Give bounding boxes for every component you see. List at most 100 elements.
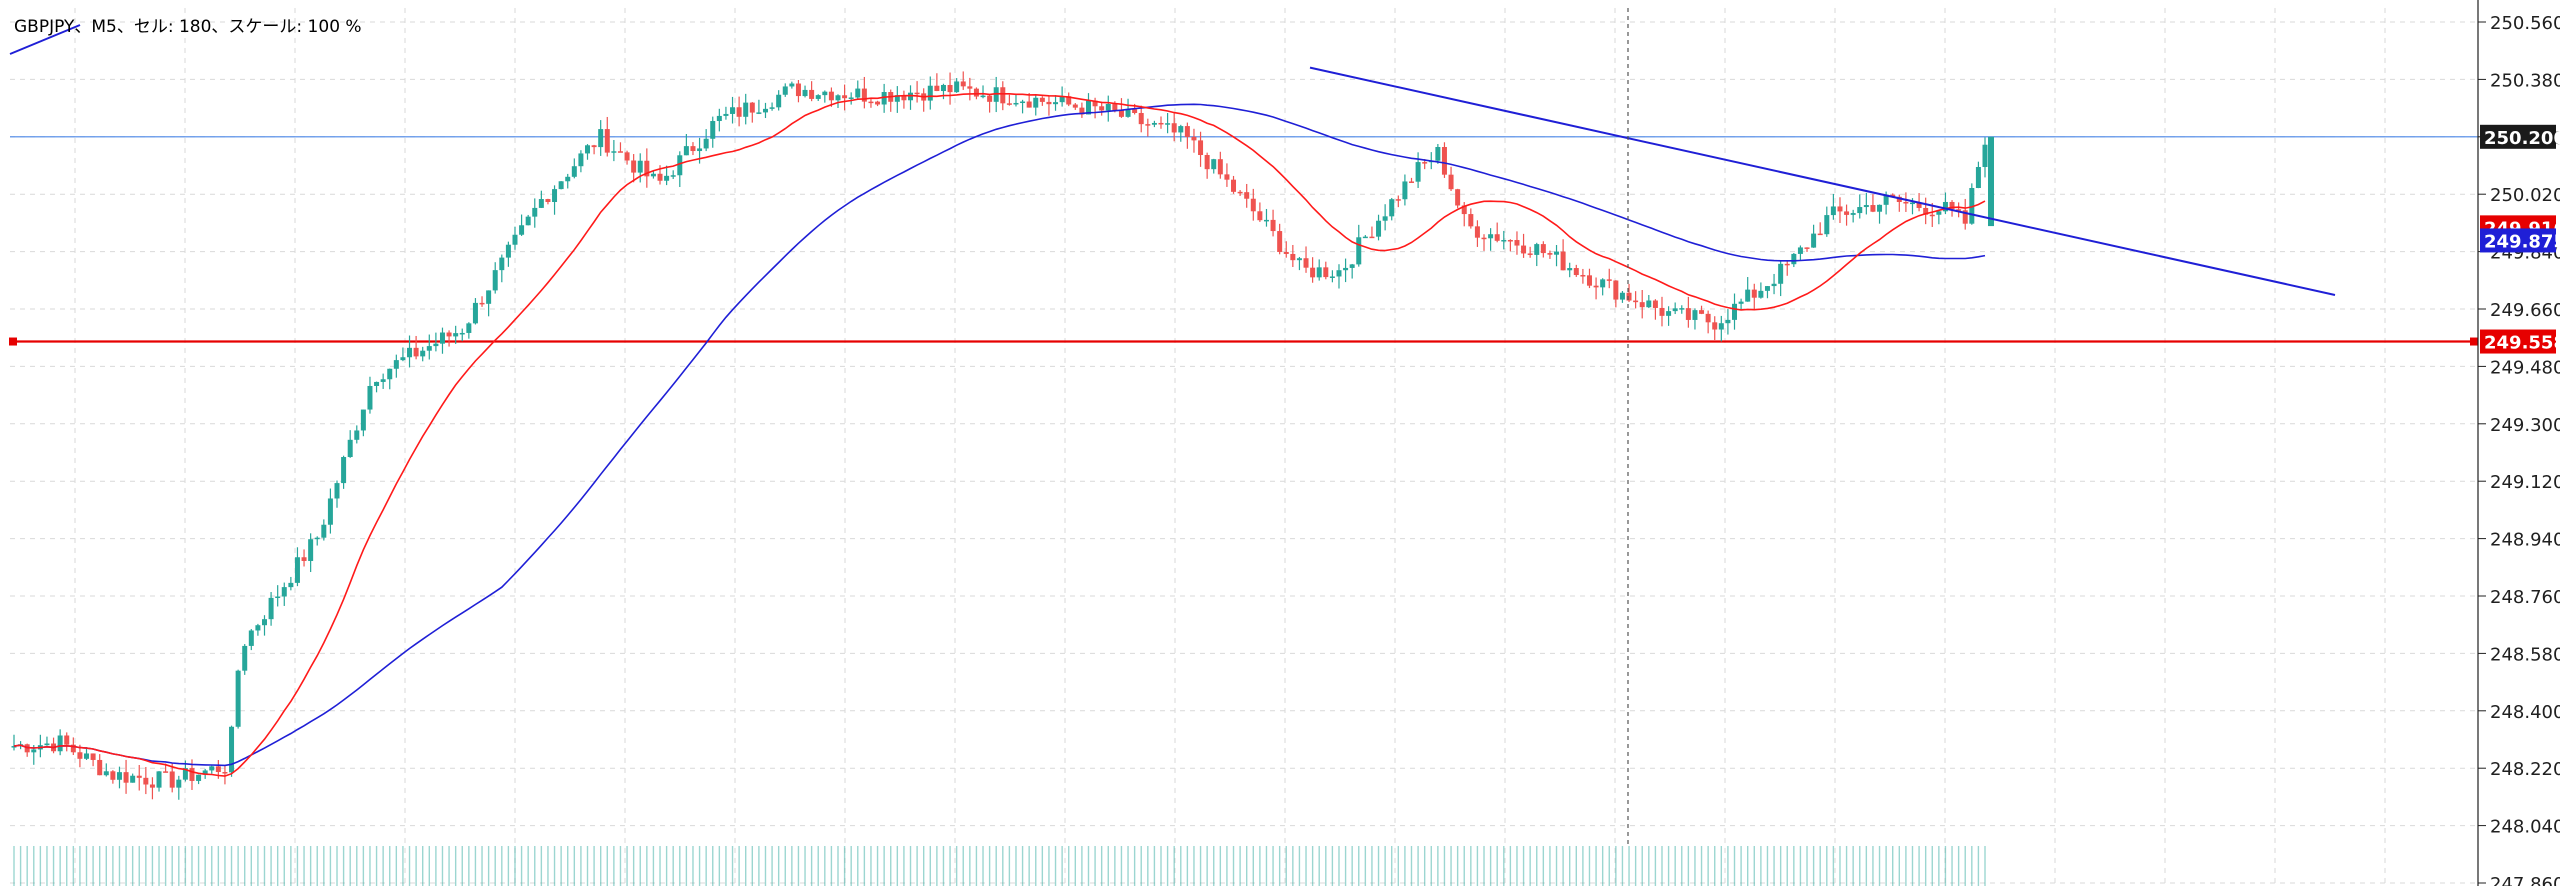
candle-body (1158, 122, 1164, 125)
candle-body (1982, 144, 1988, 168)
candle-body (1118, 110, 1124, 117)
candle-body (1613, 280, 1619, 300)
candle-body (1415, 162, 1421, 182)
candlesticks (11, 71, 1994, 800)
candle-body (1659, 307, 1665, 316)
candle-body (1283, 251, 1289, 254)
candle-body (776, 94, 782, 108)
partial-trendline (9, 24, 81, 55)
candle-body (1784, 263, 1790, 266)
candle-body (1547, 253, 1553, 255)
candle-body (861, 88, 867, 102)
candle-body (123, 772, 129, 783)
candle-body (1138, 112, 1144, 125)
axis-tick-label: 248.040 (2490, 817, 2560, 838)
candle-body (552, 189, 558, 203)
candle-body (1072, 104, 1078, 108)
candle-body (1441, 147, 1447, 175)
candle-body (1237, 191, 1243, 194)
candle-body (585, 145, 591, 154)
candle-body (782, 86, 788, 95)
candle-body (453, 333, 459, 337)
candle-body (558, 181, 564, 190)
candle-body (545, 199, 551, 203)
candle-body (875, 101, 881, 105)
candle-body (650, 173, 656, 177)
candle-body (1705, 313, 1711, 323)
candle-body (815, 95, 821, 99)
level-badge: 249.558 (2484, 333, 2560, 354)
candle-body (934, 85, 940, 92)
candle-body (1336, 270, 1342, 277)
candle-body (1349, 264, 1355, 268)
candle-body (1949, 201, 1955, 210)
candle-body (1646, 300, 1652, 308)
candle-body (1376, 220, 1382, 237)
candle-body (1178, 126, 1184, 133)
candle-body (987, 95, 993, 102)
candle-body (1026, 101, 1032, 108)
candle-body (1099, 106, 1105, 111)
candle-body (1033, 97, 1039, 108)
candle-body (532, 207, 538, 217)
candle-body (1870, 205, 1876, 212)
candle-body (420, 350, 426, 357)
candle-body (730, 107, 736, 114)
candle-body (1877, 204, 1883, 212)
candle-body (1778, 263, 1784, 284)
axis-tick-label: 248.940 (2490, 530, 2560, 551)
candle-body (1020, 101, 1026, 104)
candle-body (1303, 258, 1309, 268)
candle-body (1738, 301, 1744, 304)
candle-body (222, 772, 228, 774)
candle-body (1692, 310, 1698, 320)
candle-body (1725, 319, 1731, 324)
candle-body (1408, 181, 1414, 183)
candle-body (795, 83, 801, 97)
candle-body (1909, 202, 1915, 205)
axis-tick-label: 250.380 (2490, 70, 2560, 91)
candle-body (1857, 207, 1863, 214)
candle-body (380, 379, 386, 382)
candle-body (367, 385, 373, 410)
candle-body (1270, 219, 1276, 232)
candle-body (1191, 136, 1197, 141)
candle-body (374, 381, 380, 386)
candle-body (1929, 214, 1935, 217)
candle-body (1039, 97, 1045, 102)
candle-body (538, 199, 544, 208)
candle-body (294, 557, 300, 583)
candle-body (993, 87, 999, 102)
candle-body (835, 95, 841, 101)
candle-body (1745, 289, 1751, 302)
candle-body (683, 146, 689, 156)
candle-body (1712, 322, 1718, 330)
candle-body (1105, 103, 1111, 111)
candle-body (954, 81, 960, 93)
candle-body (1488, 234, 1494, 239)
candle-body (1184, 126, 1190, 137)
candle-body (664, 175, 670, 181)
candle-body (1224, 174, 1230, 180)
moving-averages (13, 92, 1986, 777)
candle-body (578, 153, 584, 167)
candle-body (202, 770, 208, 775)
candle-body (565, 176, 571, 182)
candle-body (940, 84, 946, 92)
candle-body (314, 537, 320, 540)
candle-body (1619, 292, 1625, 300)
candle-body (1633, 300, 1639, 303)
axis-tick-label: 248.760 (2490, 587, 2560, 608)
candle-body (1580, 275, 1586, 277)
candle-body (182, 768, 188, 780)
candle-body (973, 88, 979, 97)
candle-body (591, 145, 597, 148)
candle-body (1501, 239, 1507, 242)
candle-body (881, 92, 887, 105)
candle-body (1844, 211, 1850, 215)
candle-body (644, 160, 650, 177)
chart-title: GBPJPY、M5、セル: 180、スケール: 100 % (14, 17, 362, 37)
candle-body (1758, 290, 1764, 298)
candle-body (1198, 140, 1204, 156)
